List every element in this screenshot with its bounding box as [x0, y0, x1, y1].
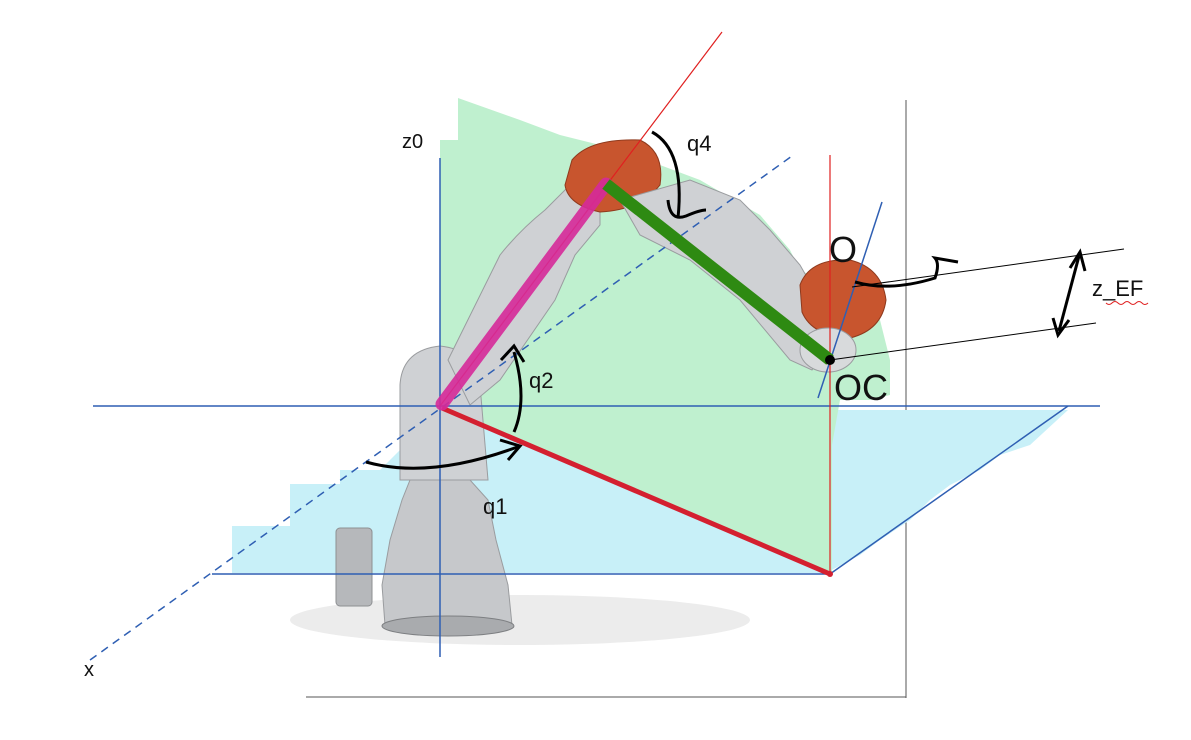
label-q2: q2: [529, 368, 553, 393]
q1-arrowhead: [499, 438, 523, 461]
zef-spellcheck-underline: [1105, 301, 1149, 305]
link1-red: [441, 405, 831, 577]
label-z0: z0: [402, 131, 423, 153]
base-connector-box: [335, 527, 373, 607]
zef-lower-line: [829, 322, 1097, 361]
label-z-ef: z_EF: [1092, 276, 1143, 301]
q4-arrow-loop: [666, 199, 707, 219]
link2-magenta: [435, 177, 613, 411]
label-q4: q4: [687, 131, 711, 156]
label-x: x: [84, 659, 94, 681]
q2-rotation-arrow: [512, 351, 523, 433]
robot-flange: [799, 327, 857, 373]
base-foot: [381, 615, 515, 637]
zef-arrowhead-top: [1068, 248, 1087, 272]
floor-diagonal-line: [829, 405, 1069, 575]
robot-wrist: [799, 259, 887, 339]
label-OC: OC: [834, 367, 888, 408]
zef-arrowhead-bottom: [1051, 317, 1071, 339]
o-rotation-arrow: [854, 255, 959, 288]
label-O: O: [829, 229, 857, 270]
q4-rotation-arrow: [651, 130, 681, 219]
floor-point: [827, 571, 833, 577]
q2-arrowhead: [499, 343, 526, 363]
link3-green: [602, 179, 834, 365]
q1-rotation-arrow: [365, 444, 521, 470]
label-q1: q1: [483, 494, 507, 519]
wrist-blue-axis: [817, 201, 883, 399]
zef-double-arrow: [1057, 255, 1081, 332]
